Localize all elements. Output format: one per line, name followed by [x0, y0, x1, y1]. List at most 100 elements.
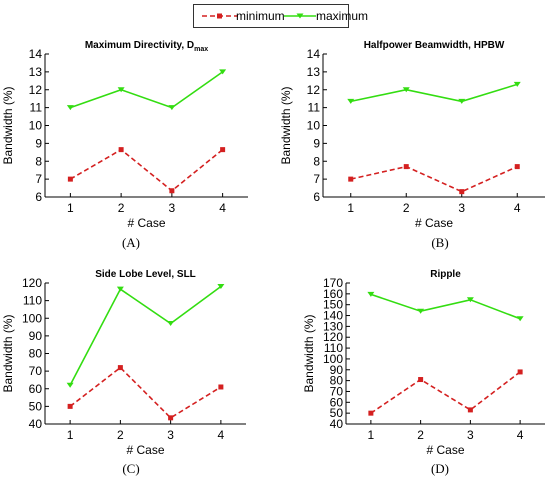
series-line-maximum — [69, 285, 222, 386]
x-tick-label: 2 — [117, 428, 124, 442]
x-tick-label: 1 — [368, 428, 375, 442]
legend-label-minimum: minimum — [236, 9, 285, 23]
chart-panel-3: 40 50 60 70 80 90 100 110 120 1 2 3 4 Side Lobe Level… — [1, 269, 246, 476]
data-point-minimum — [467, 407, 473, 413]
series-line-maximum — [70, 71, 224, 109]
y-tick-label: 70 — [330, 384, 344, 398]
chart-title: Halfpower Beamwidth, HPBW — [364, 40, 505, 51]
y-tick-label: 90 — [330, 363, 344, 377]
data-point-minimum — [117, 365, 123, 371]
panel-label: (A) — [122, 235, 140, 250]
data-point-maximum — [167, 321, 175, 327]
y-tick-label: 11 — [30, 101, 43, 115]
y-tick-label: 120 — [323, 330, 343, 344]
x-tick-label: 4 — [514, 201, 521, 215]
data-point-maximum — [347, 98, 355, 104]
data-point-minimum — [459, 189, 465, 195]
data-point-maximum — [219, 69, 227, 75]
y-tick-label: 6 — [313, 190, 320, 204]
panel-label: (C) — [122, 461, 139, 476]
y-tick-label: 7 — [35, 172, 42, 186]
y-tick-label: 110 — [23, 294, 42, 308]
y-tick-label: 8 — [313, 154, 320, 168]
y-axis-label: Bandwidth (%) — [302, 314, 316, 392]
x-tick-label: 3 — [458, 201, 465, 215]
x-tick-label: 3 — [167, 428, 174, 442]
series-line-maximum — [350, 83, 518, 103]
data-point-maximum — [217, 284, 225, 290]
y-axis-label: Bandwidth (%) — [1, 314, 15, 392]
y-tick-label: 13 — [307, 65, 321, 79]
y-tick-label: 9 — [35, 136, 42, 150]
data-point-maximum — [117, 87, 125, 93]
data-point-minimum — [67, 403, 73, 409]
y-tick-label: 10 — [29, 119, 43, 133]
y-tick-label: 140 — [323, 309, 343, 323]
x-tick-label: 2 — [403, 201, 410, 215]
x-axis-label: # Case — [415, 216, 453, 230]
x-tick-label: 3 — [169, 201, 176, 215]
y-tick-label: 14 — [29, 47, 43, 61]
data-point-maximum — [116, 286, 124, 292]
data-point-maximum — [417, 308, 425, 314]
chart-title: Side Lobe Level, SLL — [95, 269, 196, 280]
y-tick-label: 13 — [29, 65, 43, 79]
y-axis-label: Bandwidth (%) — [1, 86, 15, 164]
y-tick-label: 60 — [29, 382, 43, 396]
y-tick-label: 160 — [323, 287, 343, 301]
x-tick-label: 1 — [67, 201, 74, 215]
x-axis-label: # Case — [126, 443, 164, 457]
y-tick-label: 40 — [29, 417, 43, 431]
data-point-maximum — [66, 382, 74, 388]
x-tick-label: 1 — [347, 201, 354, 215]
legend: minimum maximum — [193, 4, 368, 28]
data-point-minimum — [418, 377, 424, 383]
data-point-maximum — [402, 87, 410, 93]
y-tick-label: 60 — [330, 395, 344, 409]
y-tick-label: 7 — [313, 172, 320, 186]
data-point-minimum — [118, 147, 124, 153]
y-tick-label: 170 — [323, 276, 343, 290]
x-tick-label: 4 — [517, 428, 524, 442]
chart-title: Ripple — [430, 269, 461, 280]
data-point-maximum — [516, 316, 524, 322]
y-tick-label: 80 — [330, 374, 344, 388]
legend-label-maximum: maximum — [316, 9, 369, 23]
chart-title: Maximum Directivity, Dmax — [85, 40, 208, 53]
x-tick-label: 1 — [67, 428, 74, 442]
x-tick-label: 4 — [218, 428, 225, 442]
y-tick-label: 90 — [29, 329, 43, 343]
data-point-minimum — [220, 147, 226, 153]
x-tick-label: 3 — [467, 428, 474, 442]
series-line-maximum — [370, 293, 521, 320]
x-tick-label: 2 — [118, 201, 125, 215]
legend-swatch-minimum — [202, 13, 238, 19]
data-point-minimum — [348, 176, 354, 182]
x-axis-label: # Case — [426, 443, 464, 457]
x-axis-label: # Case — [127, 216, 165, 230]
x-tick-label: 4 — [219, 201, 226, 215]
y-tick-label: 10 — [307, 119, 321, 133]
series-line-minimum — [350, 165, 518, 193]
data-point-maximum — [466, 297, 474, 303]
panel-label: (B) — [431, 235, 448, 250]
y-tick-label: 100 — [323, 352, 343, 366]
y-tick-label: 70 — [29, 364, 43, 378]
panel-label: (D) — [431, 461, 449, 476]
data-point-minimum — [218, 384, 224, 390]
y-tick-label: 150 — [323, 298, 343, 312]
data-point-minimum — [169, 188, 175, 194]
y-tick-label: 50 — [29, 399, 43, 413]
data-point-maximum — [66, 105, 74, 111]
data-point-maximum — [168, 105, 176, 111]
y-tick-label: 120 — [22, 276, 42, 290]
data-point-minimum — [517, 369, 523, 375]
y-tick-label: 12 — [307, 83, 321, 97]
data-point-maximum — [513, 81, 521, 87]
data-point-minimum — [403, 164, 409, 170]
data-point-maximum — [367, 291, 375, 297]
data-point-minimum — [368, 410, 374, 416]
